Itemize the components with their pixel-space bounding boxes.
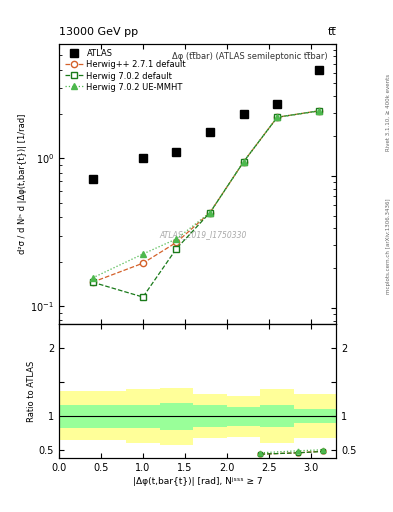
Herwig++ 2.7.1 default [241,159,246,165]
Herwig 7.0.2 UE-MMHT [241,159,246,165]
Herwig 7.0.2 UE-MMHT [317,108,321,114]
Herwig++ 2.7.1 default [208,209,213,216]
Text: ATLAS_2019_I1750330: ATLAS_2019_I1750330 [159,230,247,239]
Line: Herwig++ 2.7.1 default: Herwig++ 2.7.1 default [90,108,322,285]
Herwig 7.0.2 default [90,279,95,285]
Y-axis label: Ratio to ATLAS: Ratio to ATLAS [27,361,36,422]
Line: Herwig 7.0.2 UE-MMHT: Herwig 7.0.2 UE-MMHT [90,108,322,281]
ATLAS [174,149,179,155]
Herwig++ 2.7.1 default [275,114,279,120]
Herwig 7.0.2 default [317,108,321,114]
Herwig 7.0.2 UE-MMHT [275,114,279,120]
Text: mcplots.cern.ch [arXiv:1306.3436]: mcplots.cern.ch [arXiv:1306.3436] [386,198,391,293]
Herwig++ 2.7.1 default [317,108,321,114]
Herwig 7.0.2 default [241,159,246,165]
Herwig++ 2.7.1 default [90,279,95,285]
Herwig 7.0.2 default [208,209,213,216]
ATLAS [208,130,213,136]
Y-axis label: d²σ / d Nʲˢ d |Δφ(t,bar{t})| [1/rad]: d²σ / d Nʲˢ d |Δφ(t,bar{t})| [1/rad] [18,114,28,254]
Text: 13000 GeV pp: 13000 GeV pp [59,27,138,37]
X-axis label: |Δφ(t,bar{t})| [rad], Nʲˢˢˢ ≥ 7: |Δφ(t,bar{t})| [rad], Nʲˢˢˢ ≥ 7 [133,477,262,486]
Text: tt̅: tt̅ [327,27,336,37]
ATLAS [317,67,321,73]
Herwig 7.0.2 default [275,114,279,120]
ATLAS [90,176,95,182]
Text: Rivet 3.1.10, ≥ 400k events: Rivet 3.1.10, ≥ 400k events [386,74,391,151]
ATLAS [141,155,145,161]
Line: Herwig 7.0.2 default: Herwig 7.0.2 default [90,108,322,300]
Herwig++ 2.7.1 default [174,239,179,245]
Herwig 7.0.2 UE-MMHT [90,275,95,281]
Legend: ATLAS, Herwig++ 2.7.1 default, Herwig 7.0.2 default, Herwig 7.0.2 UE-MMHT: ATLAS, Herwig++ 2.7.1 default, Herwig 7.… [63,48,188,93]
Herwig 7.0.2 default [174,245,179,251]
Line: ATLAS: ATLAS [89,66,323,183]
Text: Δφ (tt̅bar) (ATLAS semileptonic tt̅bar): Δφ (tt̅bar) (ATLAS semileptonic tt̅bar) [172,52,328,61]
Herwig 7.0.2 UE-MMHT [141,251,145,257]
Herwig 7.0.2 UE-MMHT [174,236,179,242]
ATLAS [241,111,246,117]
Herwig 7.0.2 default [141,294,145,300]
Herwig++ 2.7.1 default [141,260,145,266]
ATLAS [275,100,279,106]
Herwig 7.0.2 UE-MMHT [208,209,213,216]
